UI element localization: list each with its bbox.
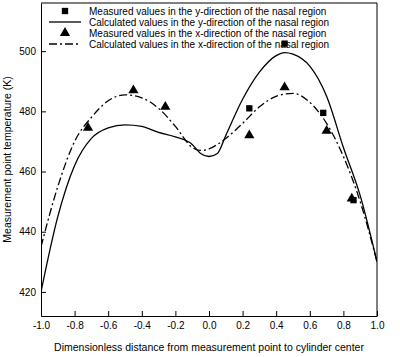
y-axis-tick-label: 480	[19, 106, 36, 117]
x-axis-tick: 0.0	[203, 311, 217, 331]
x-axis-tick-label: 1.0	[371, 320, 385, 331]
legend-symbol	[60, 27, 70, 36]
point	[280, 81, 290, 90]
y-axis-title: Measurement point temperature (K)	[1, 76, 13, 242]
x-axis-tick-label: 0.2	[236, 320, 250, 331]
legend: Measured values in the y-direction of th…	[49, 6, 329, 50]
x-axis-tick-mark	[209, 311, 210, 316]
x-axis-tick-label: 0.6	[303, 320, 317, 331]
x-axis-tick-label: -0.2	[167, 320, 185, 331]
plot-frame	[377, 3, 378, 316]
y-axis-tick-mark	[41, 51, 46, 52]
legend-item: Calculated values in the x-direction of …	[49, 39, 329, 50]
x-axis-tick-mark	[175, 311, 176, 316]
legend-label: Calculated values in the x-direction of …	[89, 39, 329, 50]
point	[246, 105, 252, 111]
legend-item: Measured values in the y-direction of th…	[62, 6, 327, 17]
x-axis-tick-label: -0.6	[100, 320, 118, 331]
point	[128, 84, 138, 93]
legend-label: Calculated values in the y-direction of …	[89, 17, 329, 28]
y-axis-tick-label: 500	[19, 46, 36, 57]
legend-symbol	[49, 21, 81, 22]
x-axis-tick-mark	[243, 311, 244, 316]
legend-symbol	[49, 43, 81, 44]
x-axis-tick-mark	[276, 311, 277, 316]
x-axis-tick-mark	[108, 311, 109, 316]
y-axis-tick: 480	[19, 106, 46, 117]
x-axis-tick-mark	[343, 311, 344, 316]
y-axis-tick-mark	[41, 172, 46, 173]
y-axis-tick-mark	[41, 232, 46, 233]
legend-item: Calculated values in the y-direction of …	[49, 17, 329, 28]
y-axis: 420 440 460 480 500	[19, 4, 46, 317]
y-axis-tick-label: 420	[19, 287, 36, 298]
x-axis-tick: 0.6	[303, 311, 317, 331]
line	[41, 93, 377, 262]
x-axis-tick: -0.8	[66, 311, 84, 331]
plot: -1.0 -0.8 -0.6 -0.4 -0.2 0.0 0.2 0.4 0.6 0.8 1.0 42…	[19, 3, 385, 331]
x-axis-tick-label: 0.8	[337, 320, 351, 331]
point	[244, 130, 254, 139]
x-axis-tick-label: -0.4	[134, 320, 152, 331]
x-axis-tick: -0.6	[100, 311, 118, 331]
x-axis-tick-label: -0.8	[66, 320, 84, 331]
x-axis-tick: -0.2	[167, 311, 185, 331]
x-axis: -1.0 -0.8 -0.6 -0.4 -0.2 0.0 0.2 0.4 0.6 0.8 1.0	[33, 311, 385, 331]
point	[160, 101, 170, 110]
x-axis-tick: -0.4	[134, 311, 152, 331]
x-axis-line	[42, 316, 378, 317]
x-axis-tick-label: -1.0	[33, 320, 51, 331]
legend-label: Measured values in the x-direction of th…	[89, 28, 326, 39]
x-axis-tick: 1.0	[371, 311, 385, 331]
x-axis-tick: 0.8	[337, 311, 351, 331]
x-axis-tick-label: 0.0	[203, 320, 217, 331]
y-axis-tick-mark	[41, 111, 46, 112]
y-axis-tick: 440	[19, 226, 46, 237]
y-axis-tick-mark	[41, 292, 46, 293]
x-axis-tick-mark	[75, 311, 76, 316]
y-axis-tick-label: 440	[19, 226, 36, 237]
chart: -1.0 -0.8 -0.6 -0.4 -0.2 0.0 0.2 0.4 0.6 0.8 1.0 42…	[0, 0, 400, 357]
x-axis-tick-mark	[142, 311, 143, 316]
x-axis-tick-mark	[310, 311, 311, 316]
y-axis-tick: 500	[19, 46, 46, 57]
legend-symbol	[62, 8, 68, 14]
y-axis-line	[41, 4, 42, 317]
y-axis-tick-label: 460	[19, 166, 36, 177]
x-axis-tick: 0.4	[270, 311, 284, 331]
point	[347, 193, 357, 202]
x-axis-tick-label: 0.4	[270, 320, 284, 331]
legend-label: Measured values in the y-direction of th…	[89, 6, 326, 17]
x-axis-title: Dimensionless distance from measurement …	[54, 341, 364, 353]
x-axis-tick: 0.2	[236, 311, 250, 331]
data-area	[41, 40, 377, 291]
legend-item: Measured values in the x-direction of th…	[60, 27, 326, 38]
y-axis-tick: 460	[19, 166, 46, 177]
plot-frame	[41, 3, 377, 4]
line	[41, 53, 377, 292]
